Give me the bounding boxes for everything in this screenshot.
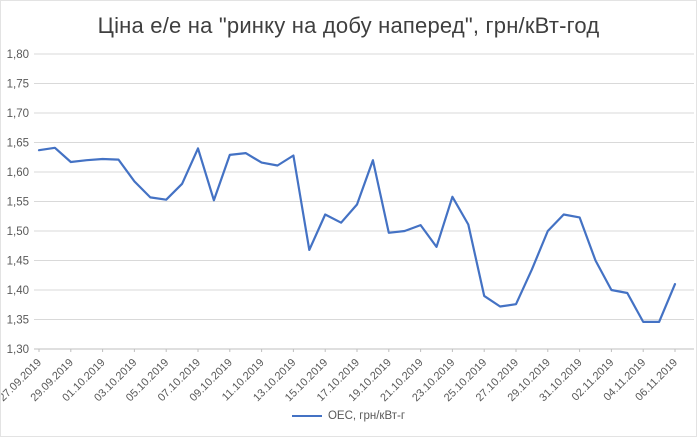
legend-line-swatch — [291, 415, 322, 417]
y-axis-label: 1,75 — [7, 79, 29, 91]
y-axis-label: 1,30 — [7, 344, 29, 356]
series-line-oes — [37, 146, 677, 323]
y-axis-label: 1,60 — [7, 167, 29, 179]
y-axis-label: 1,45 — [7, 256, 29, 268]
y-axis-label: 1,80 — [7, 49, 29, 61]
y-axis-label: 1,35 — [7, 315, 29, 327]
y-axis-label: 1,70 — [7, 108, 29, 120]
legend-series-label: ОЕС, грн/кВт-г — [327, 410, 406, 422]
y-axis-label: 1,65 — [7, 138, 29, 150]
y-axis-label: 1,40 — [7, 285, 29, 297]
y-axis-label: 1,55 — [7, 197, 29, 209]
legend: ОЕС, грн/кВт-г — [1, 410, 696, 422]
chart-title: Ціна е/е на "ринку на добу наперед", грн… — [97, 13, 600, 38]
y-axis-label: 1,50 — [7, 226, 29, 238]
